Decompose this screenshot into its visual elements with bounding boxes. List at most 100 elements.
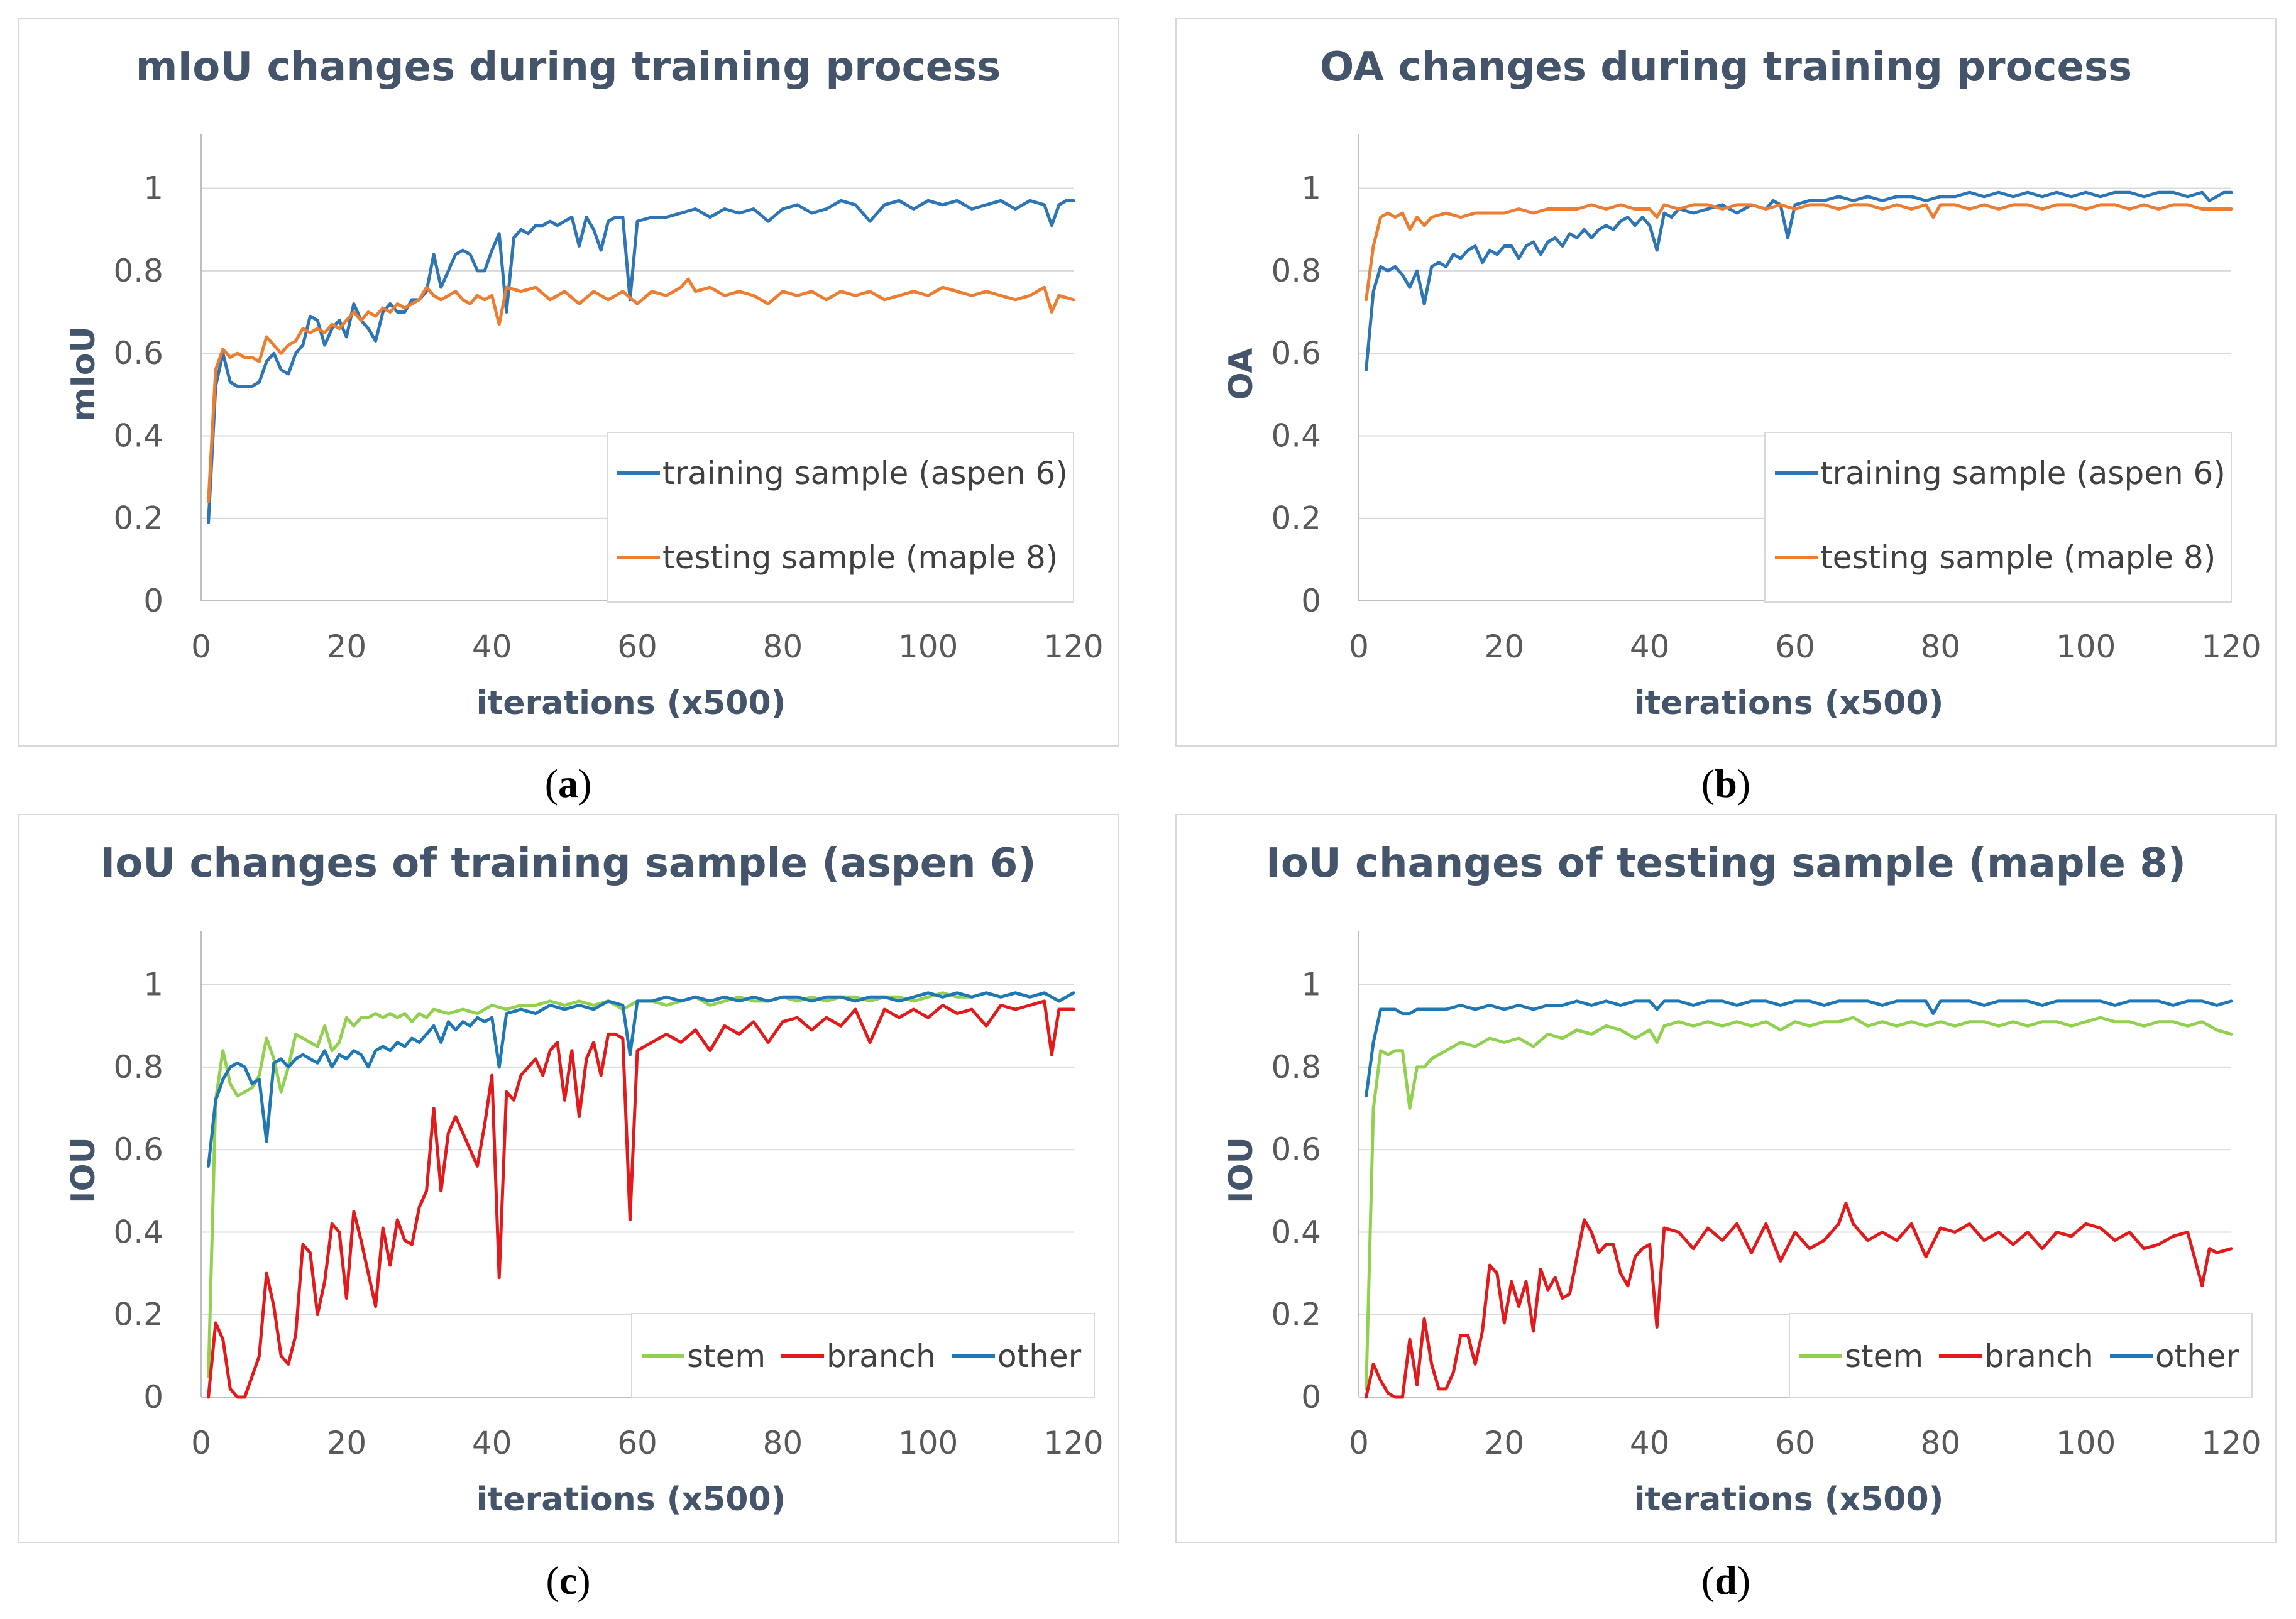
y-tick-label-b-0: 0 <box>1301 583 1321 619</box>
y-tick-label-a-4: 0.8 <box>113 253 163 289</box>
legend-box-b <box>1764 432 2232 603</box>
x-tick-label-a-3: 60 <box>617 628 657 665</box>
x-tick-label-c-1: 20 <box>327 1425 367 1461</box>
y-axis-label-b: OA <box>1222 348 1260 400</box>
series-line-a-testing <box>207 277 1075 503</box>
y-tick-label-b-4: 0.8 <box>1271 253 1321 289</box>
y-tick-label-a-0: 0 <box>143 583 163 619</box>
series-line-c-other <box>207 991 1075 1168</box>
x-tick-label-b-1: 20 <box>1485 628 1525 665</box>
caption-b: (b) <box>1701 761 1751 806</box>
y-tick-label-a-5: 1 <box>143 170 163 207</box>
chart-title-c: IoU changes of training sample (aspen 6) <box>100 840 1036 887</box>
x-tick-label-c-3: 60 <box>617 1425 657 1461</box>
caption-letter-a: a <box>558 761 578 806</box>
chart-b: OA changes during training process 0 0.2 0.… <box>1222 44 2261 722</box>
y-tick-label-d-1: 0.2 <box>1271 1297 1321 1333</box>
x-tick-label-c-0: 0 <box>191 1425 211 1461</box>
x-tick-label-c-5: 100 <box>898 1425 958 1461</box>
caption-a: (a) <box>544 761 592 806</box>
x-tick-label-d-6: 120 <box>2201 1425 2261 1461</box>
x-tick-label-d-2: 40 <box>1630 1425 1670 1461</box>
y-tick-label-b-3: 0.6 <box>1271 335 1321 371</box>
chart-title-b: OA changes during training process <box>1320 44 2132 91</box>
series-line-d-branch <box>1365 1202 2233 1399</box>
caption-letter-d: d <box>1715 1558 1737 1603</box>
series-line-b-testing <box>1365 203 2233 302</box>
y-tick-label-c-1: 0.2 <box>113 1297 163 1333</box>
x-tick-label-b-6: 120 <box>2201 628 2261 665</box>
legend-box-d <box>1789 1313 2253 1398</box>
legend-label-d-2: other <box>2155 1338 2239 1375</box>
x-tick-label-d-1: 20 <box>1485 1425 1525 1461</box>
y-tick-label-d-4: 0.8 <box>1271 1049 1321 1085</box>
x-axis-label-a: iterations (x500) <box>476 684 786 722</box>
series-line-d-stem <box>1365 1016 2233 1391</box>
x-tick-label-a-2: 40 <box>472 628 512 665</box>
x-tick-label-d-5: 100 <box>2056 1425 2116 1461</box>
x-tick-label-d-3: 60 <box>1775 1425 1815 1461</box>
x-tick-label-c-2: 40 <box>472 1425 512 1461</box>
caption-c: (c) <box>546 1558 591 1603</box>
y-tick-label-b-2: 0.4 <box>1271 417 1321 454</box>
caption-letter-c: c <box>559 1558 578 1603</box>
x-tick-label-b-5: 100 <box>2056 628 2116 665</box>
x-tick-label-b-3: 60 <box>1775 628 1815 665</box>
y-tick-label-c-2: 0.4 <box>113 1214 163 1250</box>
y-tick-label-c-0: 0 <box>143 1379 163 1415</box>
y-tick-label-a-1: 0.2 <box>113 500 163 537</box>
x-tick-label-a-5: 100 <box>898 628 958 665</box>
y-tick-label-b-5: 1 <box>1301 170 1321 207</box>
legend-label-c-0: stem <box>687 1338 766 1375</box>
caption-letter-b: b <box>1715 761 1737 806</box>
x-axis-label-b: iterations (x500) <box>1634 684 1944 722</box>
y-tick-label-a-2: 0.4 <box>113 417 163 454</box>
chart-title-a: mIoU changes during training process <box>136 44 1001 91</box>
legend-label-c-1: branch <box>827 1338 936 1375</box>
x-tick-label-c-4: 80 <box>763 1425 803 1461</box>
x-tick-label-a-0: 0 <box>191 628 211 665</box>
legend-label-a-1: testing sample (maple 8) <box>662 539 1058 576</box>
x-tick-label-a-6: 120 <box>1043 628 1103 665</box>
y-axis-label-a: mIoU <box>65 326 102 421</box>
x-tick-label-b-4: 80 <box>1921 628 1961 665</box>
series-line-a-training <box>207 199 1075 524</box>
legend-label-a-0: training sample (aspen 6) <box>662 455 1068 491</box>
y-tick-label-b-1: 0.2 <box>1271 500 1321 537</box>
legend-label-c-2: other <box>997 1338 1082 1375</box>
series-line-d-other <box>1365 999 2233 1098</box>
y-tick-label-c-3: 0.6 <box>113 1131 163 1168</box>
series-line-b-training <box>1365 190 2233 371</box>
legend-label-d-1: branch <box>1984 1338 2094 1375</box>
y-tick-label-d-3: 0.6 <box>1271 1131 1321 1168</box>
x-axis-label-d: iterations (x500) <box>1634 1481 1944 1518</box>
chart-d: IoU changes of testing sample (maple 8) 0… <box>1222 840 2261 1518</box>
y-tick-label-d-2: 0.4 <box>1271 1214 1321 1250</box>
y-tick-label-a-3: 0.6 <box>113 335 163 371</box>
chart-title-d: IoU changes of testing sample (maple 8) <box>1266 840 2186 887</box>
y-tick-label-c-4: 0.8 <box>113 1049 163 1085</box>
y-axis-label-c: IOU <box>65 1137 102 1204</box>
y-axis-label-d: IOU <box>1222 1137 1260 1204</box>
chart-a: mIoU changes during training process 0 0.2… <box>65 44 1104 722</box>
y-tick-label-c-5: 1 <box>143 967 163 1003</box>
x-axis-label-c: iterations (x500) <box>476 1481 786 1518</box>
x-tick-label-b-2: 40 <box>1630 628 1670 665</box>
caption-d: (d) <box>1701 1558 1751 1603</box>
x-tick-label-a-1: 20 <box>327 628 367 665</box>
legend-label-d-0: stem <box>1845 1338 1923 1375</box>
legend-label-b-0: training sample (aspen 6) <box>1820 455 2226 491</box>
x-tick-label-d-0: 0 <box>1349 1425 1369 1461</box>
x-tick-label-b-0: 0 <box>1349 628 1369 665</box>
x-tick-label-a-4: 80 <box>763 628 803 665</box>
x-tick-label-d-4: 80 <box>1921 1425 1961 1461</box>
legend-box-c <box>631 1313 1095 1398</box>
y-tick-label-d-0: 0 <box>1301 1379 1321 1415</box>
chart-c: IoU changes of training sample (aspen 6)… <box>65 840 1104 1518</box>
series-line-c-branch <box>207 999 1075 1399</box>
legend-box-a <box>607 432 1074 603</box>
series-line-c-stem <box>207 991 1075 1378</box>
x-tick-label-c-6: 120 <box>1043 1425 1103 1461</box>
y-tick-label-d-5: 1 <box>1301 967 1321 1003</box>
legend-label-b-1: testing sample (maple 8) <box>1820 539 2216 576</box>
